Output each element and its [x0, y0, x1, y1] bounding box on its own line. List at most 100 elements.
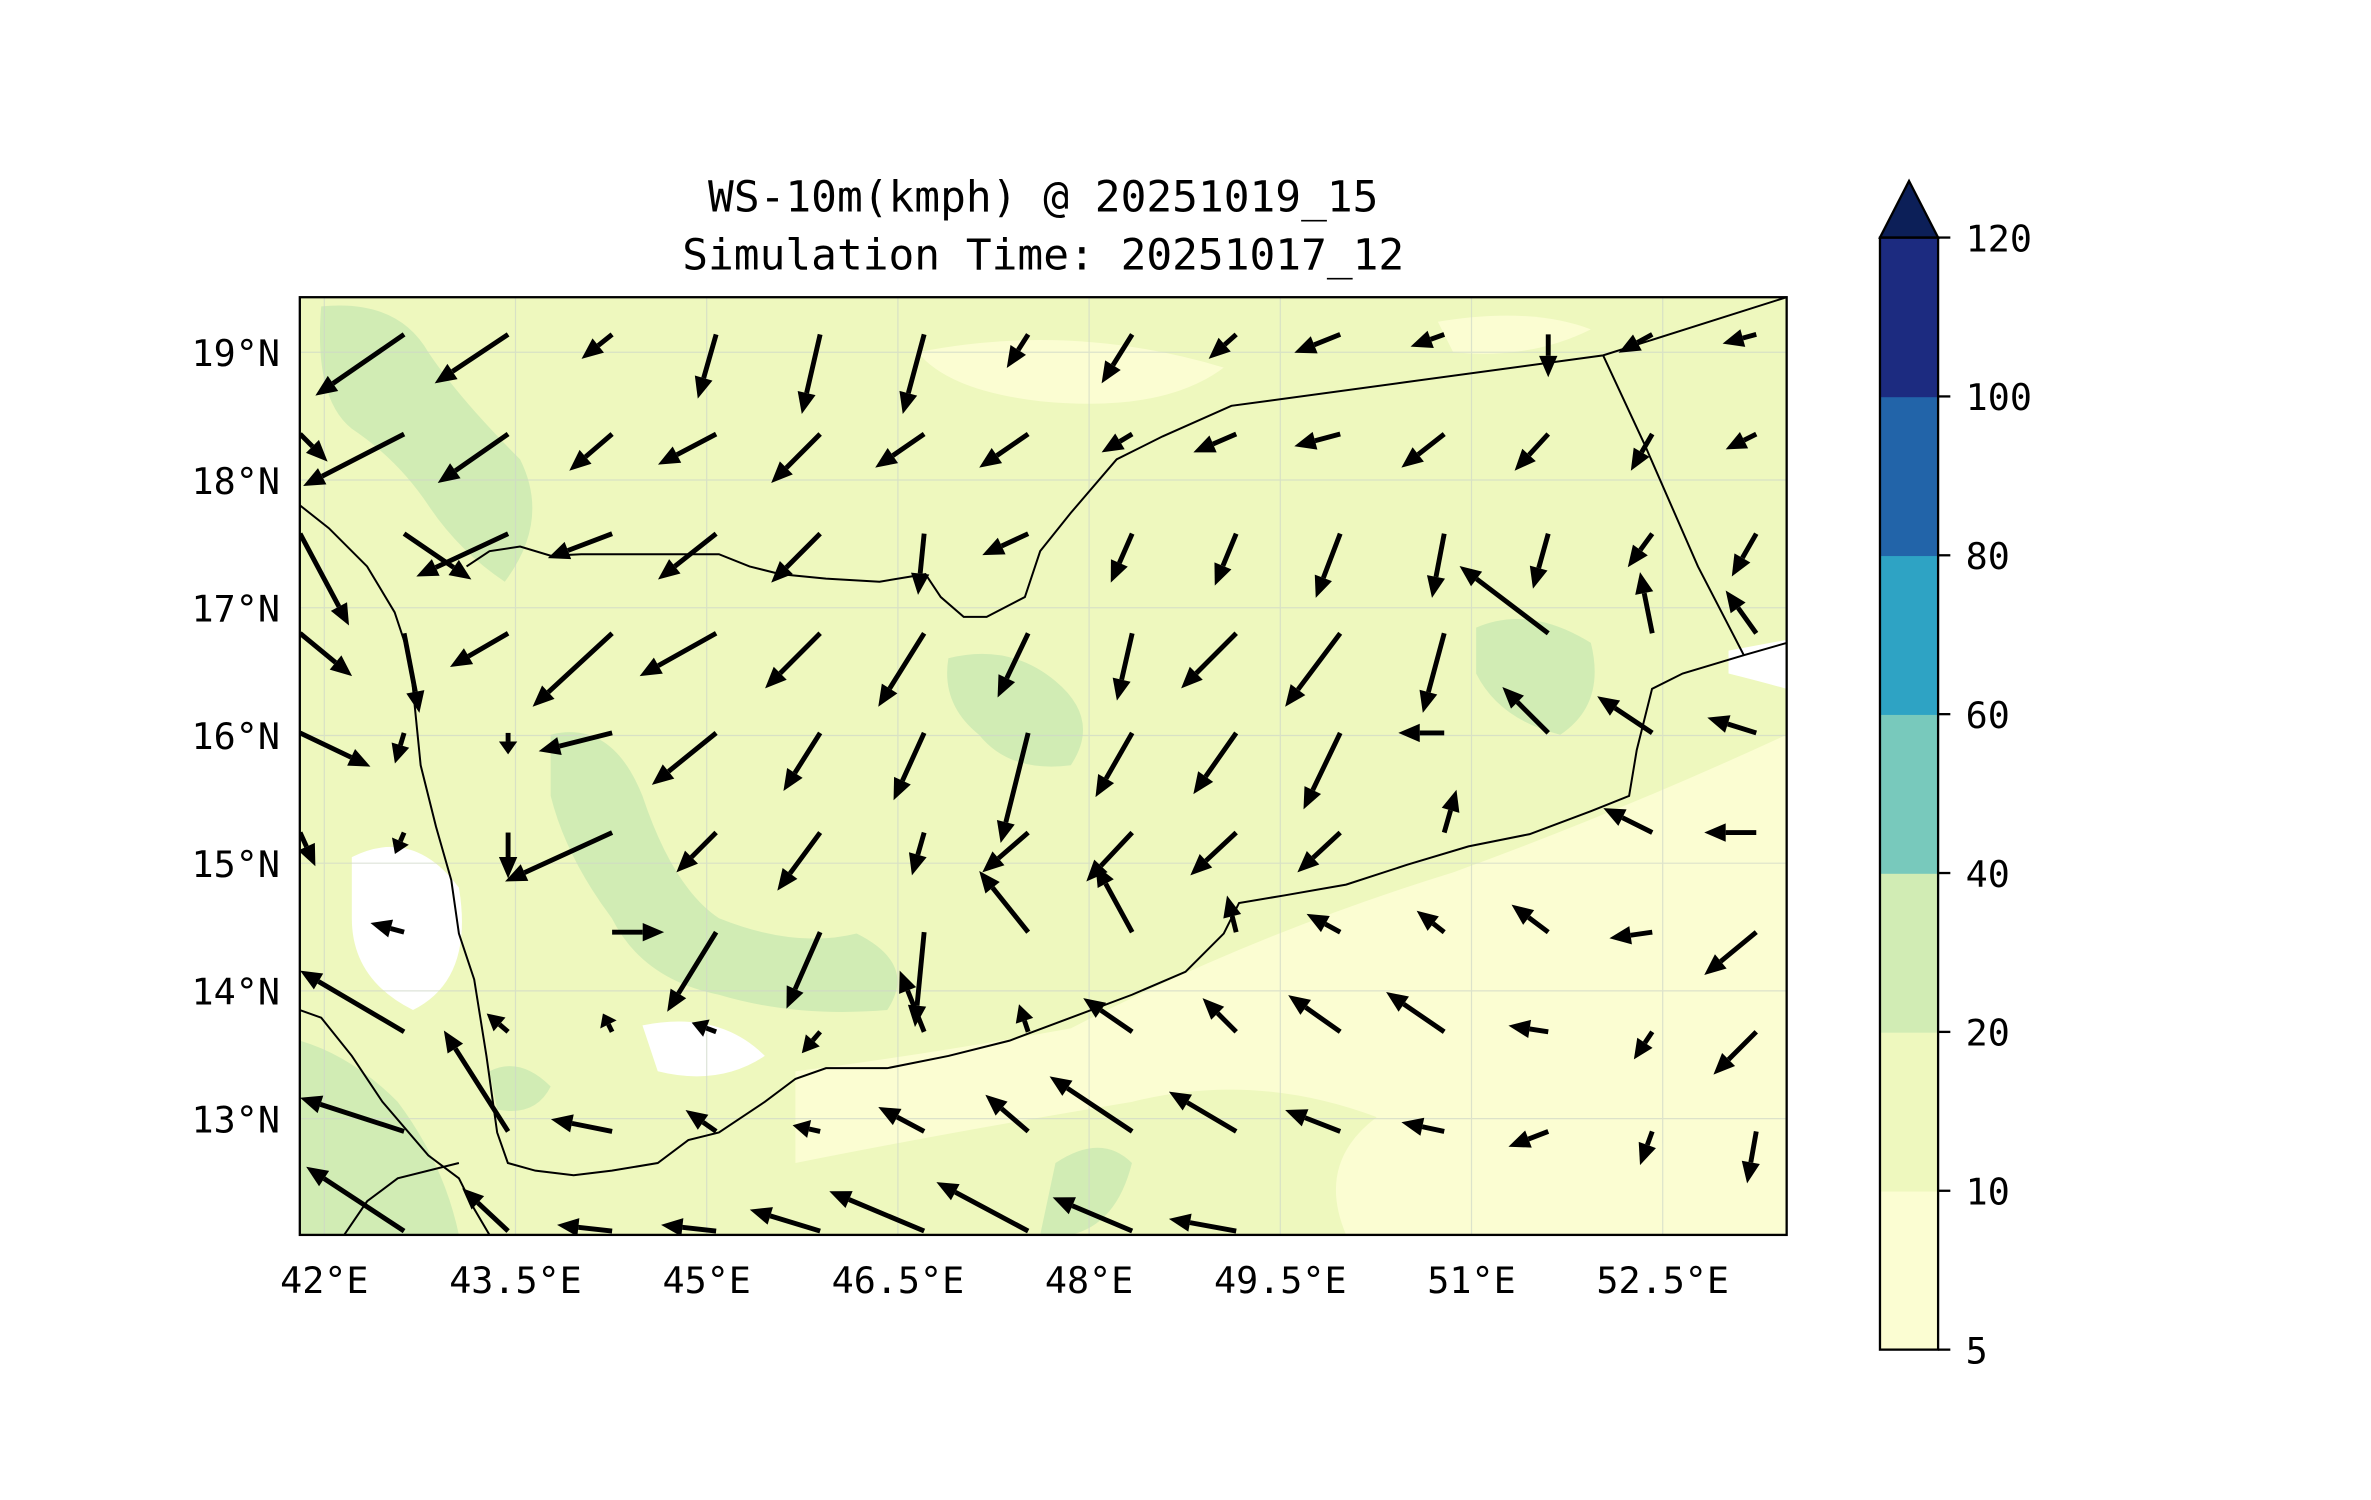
- wind-arrow-head: [437, 463, 461, 483]
- y-tick-label: 17°N: [192, 588, 280, 631]
- wind-arrow: [875, 432, 926, 468]
- wind-arrow: [416, 531, 510, 577]
- wind-arrow-shaft: [1630, 929, 1653, 938]
- wind-arrow-head: [1441, 789, 1460, 813]
- wind-arrow: [771, 531, 822, 583]
- wind-arrow: [979, 870, 1031, 934]
- wind-arrow-shaft: [1215, 1011, 1238, 1034]
- wind-arrow-head: [1095, 864, 1114, 889]
- wind-arrow: [443, 1030, 511, 1133]
- wind-arrow-head: [1181, 666, 1203, 689]
- wind-arrow: [691, 1019, 717, 1037]
- wind-arrow-head: [797, 391, 816, 414]
- y-tick-label: 13°N: [192, 1098, 280, 1141]
- y-tick-label: 14°N: [192, 971, 280, 1014]
- wind-arrow: [667, 930, 719, 1012]
- wind-arrow-shaft: [331, 332, 406, 386]
- wind-arrow-head: [651, 764, 675, 785]
- wind-arrow: [1168, 1213, 1237, 1234]
- colorbar-tick-label: 80: [1966, 535, 2010, 578]
- wind-arrow-head: [1401, 447, 1424, 468]
- wind-arrow: [505, 830, 614, 882]
- wind-arrow-head: [1508, 1019, 1532, 1039]
- wind-arrow: [1112, 632, 1135, 701]
- wind-arrow: [1314, 532, 1343, 598]
- chart-title: WS-10m(kmph) @ 20251019_15: [708, 173, 1378, 223]
- wind-arrow-shaft: [1004, 632, 1031, 680]
- wind-arrow: [1223, 895, 1242, 933]
- yemen-oman-border: [1602, 354, 1745, 656]
- wind-arrow-shaft: [1527, 1129, 1550, 1142]
- wind-arrow-shaft: [1304, 1005, 1342, 1034]
- wind-arrow: [1049, 1076, 1134, 1134]
- wind-arrow-shaft: [322, 1176, 406, 1234]
- wind-arrow-head: [1049, 1076, 1073, 1096]
- wind-arrow-head: [505, 864, 529, 882]
- wind-arrow-shaft: [319, 1102, 405, 1134]
- wind-arrow: [1294, 431, 1341, 450]
- wind-arrow-shaft: [996, 830, 1030, 861]
- wind-arrow-shaft: [1416, 432, 1446, 457]
- wind-arrow-shaft: [1003, 732, 1031, 823]
- wind-arrow: [792, 1120, 821, 1138]
- wind-arrow-head: [370, 919, 394, 938]
- wind-arrow: [1095, 864, 1135, 934]
- wind-arrow-shaft: [905, 333, 927, 394]
- wind-arrow-head: [391, 837, 409, 854]
- wind-arrow: [1208, 332, 1238, 359]
- wind-arrow-head: [899, 390, 918, 414]
- wind-arrow: [1630, 432, 1655, 471]
- wind-arrow-head: [498, 857, 518, 879]
- wind-arrow-shaft: [398, 732, 407, 746]
- wind-arrow-head: [875, 447, 899, 468]
- wind-arrow-shaft: [1296, 631, 1343, 692]
- wind-arrow: [569, 432, 614, 471]
- wind-arrow-shaft: [398, 831, 407, 843]
- wind-arrow-head: [878, 683, 898, 707]
- wind-arrow-shaft: [317, 979, 406, 1034]
- wind-arrow-shaft: [476, 1201, 510, 1233]
- yemen-saudi-border: [466, 297, 1787, 618]
- wind-arrow-head: [1704, 954, 1727, 976]
- wind-arrow: [1603, 808, 1654, 835]
- wind-arrow-head: [1052, 1197, 1076, 1215]
- wind-arrow-head: [1386, 992, 1409, 1012]
- wind-arrow-head: [1459, 565, 1483, 587]
- wind-arrow-head: [1015, 1004, 1034, 1024]
- wind-arrow-head: [391, 742, 410, 764]
- wind-arrow-shaft: [1119, 632, 1135, 681]
- wind-arrow: [462, 1188, 510, 1233]
- wind-arrow-shaft: [1642, 1030, 1655, 1045]
- wind-arrow-head: [1529, 565, 1548, 589]
- wind-arrow-head: [685, 1110, 709, 1130]
- wind-arrow: [1704, 930, 1758, 976]
- wind-arrow-shaft: [1429, 332, 1446, 342]
- wind-arrow-head: [306, 1166, 330, 1187]
- wind-arrow: [801, 1030, 823, 1054]
- wind-arrow-shaft: [1736, 606, 1759, 635]
- wind-arrow-head: [462, 1188, 485, 1210]
- wind-arrow-head: [1398, 723, 1420, 743]
- wind-arrow-shaft: [434, 531, 510, 570]
- wind-arrow-shaft: [299, 730, 353, 760]
- wind-arrow: [299, 631, 353, 677]
- wind-arrow-head: [1285, 1109, 1309, 1127]
- wind-arrow: [783, 731, 823, 792]
- wind-arrow: [1633, 1030, 1655, 1060]
- wind-arrow-shaft: [769, 1213, 821, 1234]
- wind-arrow-head: [1731, 553, 1751, 577]
- wind-arrow: [829, 1191, 926, 1234]
- wind-arrow-shaft: [788, 831, 823, 875]
- wind-arrow-head: [985, 1094, 1008, 1116]
- wind-arrow-head: [829, 1191, 853, 1209]
- wind-arrow: [639, 631, 718, 677]
- wind-arrow-head: [1101, 360, 1121, 384]
- speed-contours-high: [299, 305, 1595, 1235]
- wind-arrow: [878, 1106, 926, 1134]
- wind-arrow-head: [893, 776, 911, 801]
- wind-arrow-head: [1208, 337, 1231, 359]
- wind-arrow-shaft: [666, 731, 718, 774]
- wind-arrow-shaft: [1638, 532, 1655, 552]
- wind-arrow-shaft: [792, 731, 823, 775]
